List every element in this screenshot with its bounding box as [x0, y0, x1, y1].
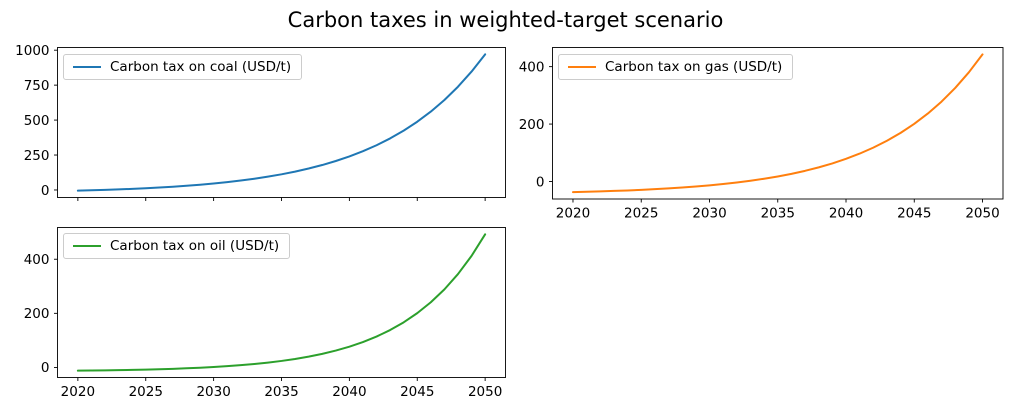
x-tick-label: 2050: [965, 206, 999, 222]
line-oil: [76, 233, 487, 372]
legend-gas: Carbon tax on gas (USD/t): [558, 54, 794, 80]
x-tick-label: 2025: [129, 384, 163, 400]
y-tick-label: 0: [536, 174, 545, 190]
x-tick-label: 2040: [829, 206, 863, 222]
x-tick-label: 2020: [61, 384, 95, 400]
x-tick-label: 2035: [761, 206, 795, 222]
x-tick-label: 2030: [692, 206, 726, 222]
y-tick-label: 200: [24, 306, 50, 322]
x-tick-label: 2050: [468, 384, 502, 400]
y-tick-label: 500: [24, 113, 50, 129]
x-tick-label: 2035: [264, 384, 298, 400]
x-tick-label: 2030: [196, 384, 230, 400]
oil-axes-spines: [57, 227, 506, 378]
x-tick-label: 2045: [897, 206, 931, 222]
coal-subplot: 0 250 500 750 1000: [15, 43, 506, 201]
y-tick-label: 1000: [15, 43, 49, 59]
legend-oil: Carbon tax on oil (USD/t): [63, 233, 291, 259]
legend-line-sample-gas: [568, 66, 596, 68]
line-coal: [76, 53, 487, 192]
x-tick-label: 2045: [400, 384, 434, 400]
legend-label-gas: Carbon tax on gas (USD/t): [605, 59, 783, 75]
coal-axes-spines: [57, 47, 506, 198]
y-tick-label: 750: [24, 78, 50, 94]
gas-subplot: 2020 2025 2030 2035 2040 2045 2050 0 200 400: [519, 47, 1004, 222]
y-tick-label: 200: [519, 117, 545, 133]
figure-title: Carbon taxes in weighted-target scenario: [287, 8, 724, 32]
y-tick-label: 400: [24, 252, 50, 268]
legend-label-oil: Carbon tax on oil (USD/t): [110, 238, 280, 254]
y-tick-label: 0: [41, 183, 50, 199]
legend-line-sample-oil: [73, 245, 101, 247]
x-tick-label: 2025: [624, 206, 658, 222]
legend-label-coal: Carbon tax on coal (USD/t): [110, 59, 292, 75]
y-tick-label: 0: [41, 360, 50, 376]
x-tick-label: 2040: [332, 384, 366, 400]
legend-coal: Carbon tax on coal (USD/t): [63, 54, 303, 80]
line-gas: [571, 53, 984, 194]
y-tick-label: 250: [24, 148, 50, 164]
legend-line-sample-coal: [73, 66, 101, 68]
y-tick-label: 400: [519, 59, 545, 75]
gas-axes-spines: [552, 47, 1004, 200]
x-tick-label: 2020: [556, 206, 590, 222]
oil-subplot: 2020 2025 2030 2035 2040 2045 2050 0 200 400: [24, 227, 506, 400]
